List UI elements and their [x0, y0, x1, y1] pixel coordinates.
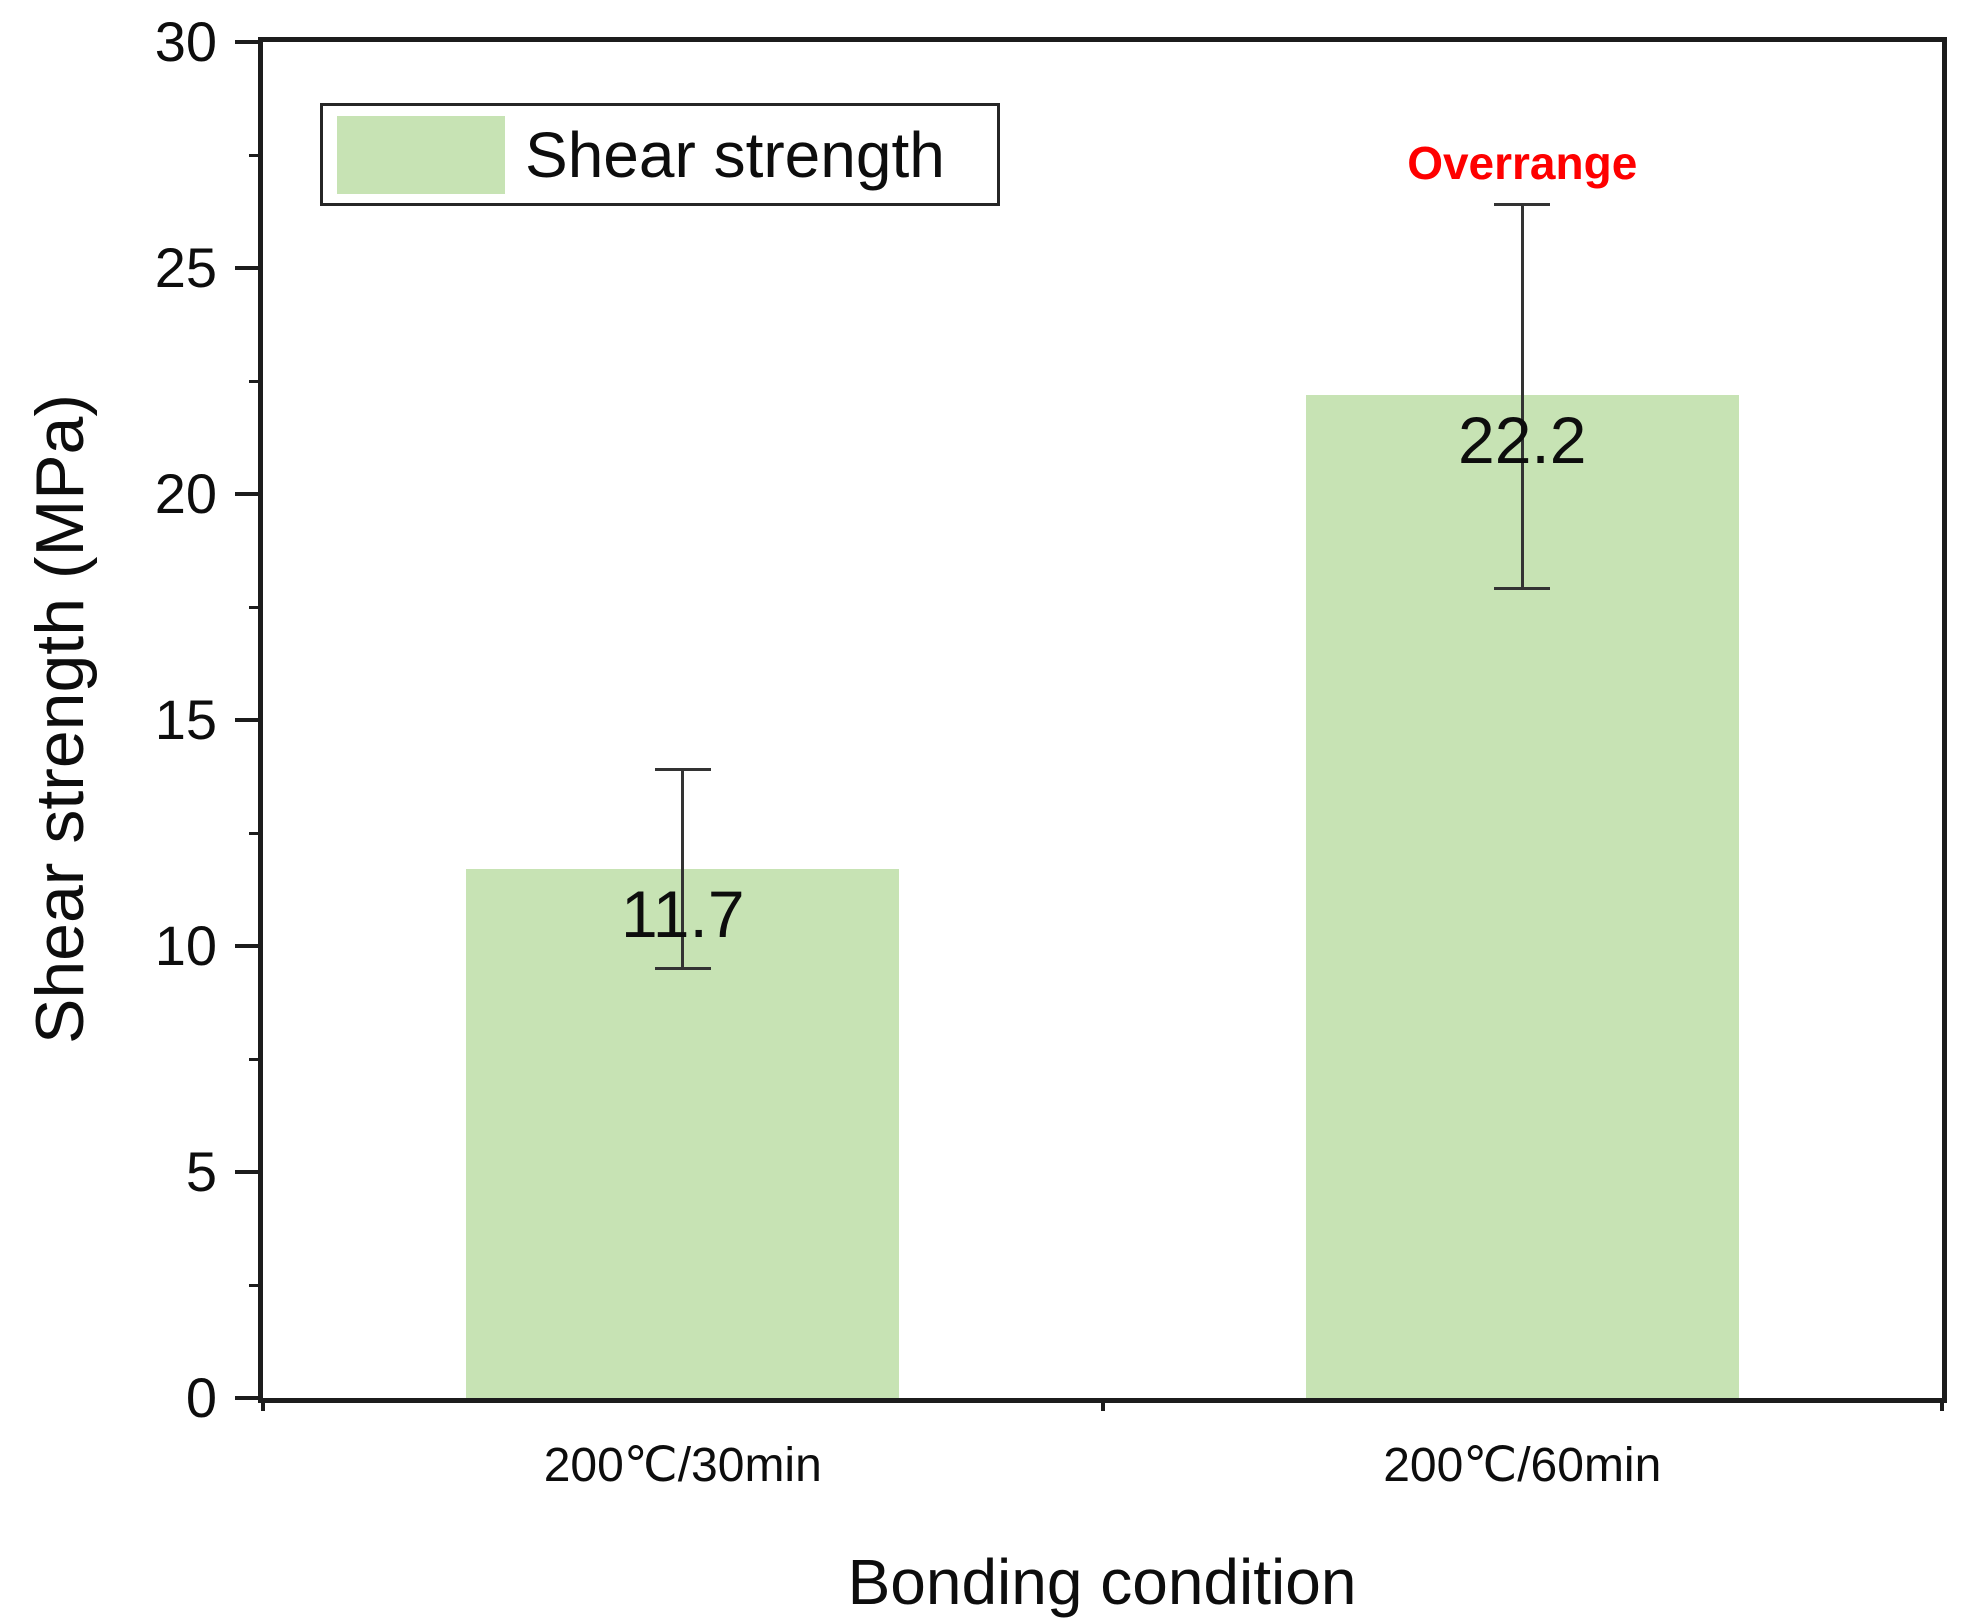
y-major-tick — [235, 266, 263, 270]
error-bar-cap-top — [1494, 203, 1551, 207]
y-major-tick — [235, 40, 263, 44]
legend: Shear strength — [320, 103, 1000, 206]
legend-swatch-icon — [337, 115, 505, 194]
y-minor-tick — [249, 605, 263, 609]
y-tick-label: 25 — [154, 236, 217, 299]
y-minor-tick — [249, 831, 263, 835]
x-tick-label: 200℃/30min — [543, 1439, 822, 1492]
y-major-tick — [235, 492, 263, 496]
y-minor-tick — [249, 1057, 263, 1061]
error-bar-stem — [681, 769, 685, 969]
y-major-tick — [235, 944, 263, 948]
y-minor-tick — [249, 1283, 263, 1287]
x-boundary-tick — [261, 1398, 265, 1411]
y-axis-title: Shear strength (MPa) — [22, 393, 98, 1045]
x-boundary-tick — [1940, 1398, 1944, 1411]
bar-value-label: 11.7 — [620, 877, 745, 952]
error-bar-cap-bottom — [1494, 587, 1551, 591]
y-major-tick — [235, 718, 263, 722]
y-tick-label: 20 — [154, 462, 217, 525]
y-tick-label: 5 — [185, 1140, 217, 1203]
error-bar-cap-top — [654, 768, 711, 772]
x-axis-title: Bonding condition — [847, 1546, 1357, 1618]
error-bar-stem — [1520, 204, 1524, 589]
y-major-tick — [235, 1396, 263, 1400]
y-tick-label: 30 — [154, 10, 217, 73]
y-tick-label: 10 — [154, 914, 217, 977]
x-boundary-tick — [1100, 1398, 1105, 1411]
y-minor-tick — [249, 379, 263, 383]
y-minor-tick — [249, 153, 263, 157]
y-major-tick — [235, 1170, 263, 1174]
x-tick-label: 200℃/60min — [1383, 1439, 1662, 1492]
overrange-annotation: Overrange — [1407, 136, 1638, 189]
bar-value-label: 22.2 — [1458, 402, 1587, 477]
y-tick-label: 0 — [185, 1366, 217, 1429]
y-tick-label: 15 — [154, 688, 217, 751]
error-bar-cap-bottom — [654, 967, 711, 971]
legend-label: Shear strength — [525, 118, 945, 191]
